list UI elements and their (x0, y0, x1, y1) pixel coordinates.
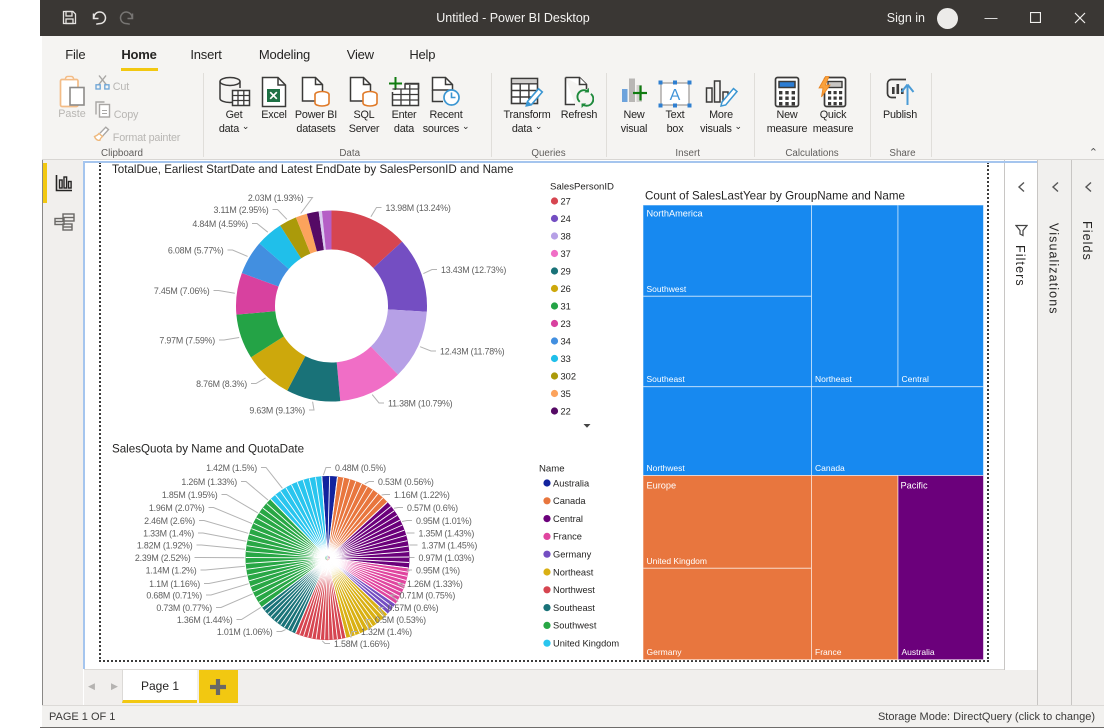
svg-text:29: 29 (561, 266, 571, 276)
svg-text:0.57M (0.6%): 0.57M (0.6%) (407, 503, 458, 513)
svg-text:United Kingdom: United Kingdom (647, 556, 707, 566)
svg-text:0.57M (0.6%): 0.57M (0.6%) (388, 603, 439, 613)
svg-text:Southeast: Southeast (647, 374, 686, 384)
svg-text:NorthAmerica: NorthAmerica (647, 209, 704, 219)
svg-text:6.08M (5.77%): 6.08M (5.77%) (168, 246, 224, 256)
svg-text:0.5M (0.53%): 0.5M (0.53%) (375, 615, 426, 625)
svg-text:0.73M (0.77%): 0.73M (0.77%) (156, 603, 212, 613)
svg-text:TotalDue, Earliest StartDate a: TotalDue, Earliest StartDate and Latest … (112, 163, 514, 176)
svg-text:1.82M (1.92%): 1.82M (1.92%) (137, 541, 193, 551)
svg-text:2.03M (1.93%): 2.03M (1.93%) (248, 193, 304, 203)
svg-text:13.98M (13.24%): 13.98M (13.24%) (386, 203, 451, 213)
svg-text:Germany: Germany (647, 647, 683, 657)
svg-text:Count of SalesLastYear by Grou: Count of SalesLastYear by GroupName and … (645, 190, 905, 203)
svg-text:SalesPersonID: SalesPersonID (550, 182, 614, 193)
svg-text:1.16M (1.22%): 1.16M (1.22%) (394, 490, 450, 500)
svg-text:1.32M (1.4%): 1.32M (1.4%) (361, 627, 412, 637)
svg-text:1.96M (2.07%): 1.96M (2.07%) (149, 503, 205, 513)
svg-text:13.43M (12.73%): 13.43M (12.73%) (441, 265, 506, 275)
svg-text:Pacific: Pacific (901, 481, 928, 491)
svg-text:27: 27 (561, 196, 571, 206)
svg-text:4.84M (4.59%): 4.84M (4.59%) (192, 219, 248, 229)
svg-text:France: France (815, 647, 842, 657)
svg-text:24: 24 (561, 214, 571, 224)
svg-text:0.48M (0.5%): 0.48M (0.5%) (335, 463, 386, 473)
svg-text:1.33M (1.4%): 1.33M (1.4%) (143, 529, 194, 539)
svg-text:0.53M (0.56%): 0.53M (0.56%) (378, 477, 434, 487)
svg-text:United Kingdom: United Kingdom (553, 639, 619, 649)
svg-text:38: 38 (561, 231, 571, 241)
svg-text:SalesQuota by Name and QuotaDa: SalesQuota by Name and QuotaDate (112, 443, 304, 456)
svg-text:Northwest: Northwest (647, 463, 686, 473)
svg-text:Australia: Australia (553, 478, 590, 488)
svg-text:Northwest: Northwest (553, 585, 595, 595)
svg-text:Canada: Canada (553, 496, 586, 506)
svg-text:3.11M (2.95%): 3.11M (2.95%) (214, 205, 269, 215)
svg-text:1.1M (1.16%): 1.1M (1.16%) (149, 579, 200, 589)
svg-text:Australia: Australia (902, 647, 935, 657)
svg-text:Central: Central (902, 374, 930, 384)
svg-text:1.36M (1.44%): 1.36M (1.44%) (177, 615, 233, 625)
svg-text:34: 34 (561, 336, 571, 346)
svg-text:7.45M (7.06%): 7.45M (7.06%) (154, 286, 210, 296)
svg-text:1.58M (1.66%): 1.58M (1.66%) (334, 639, 390, 649)
svg-text:Southeast: Southeast (553, 603, 595, 613)
svg-text:37: 37 (561, 249, 571, 259)
svg-text:1.35M (1.43%): 1.35M (1.43%) (419, 529, 475, 539)
svg-text:1.01M (1.06%): 1.01M (1.06%) (217, 627, 273, 637)
svg-text:2.39M (2.52%): 2.39M (2.52%) (135, 553, 191, 563)
svg-text:11.38M (10.79%): 11.38M (10.79%) (388, 399, 453, 409)
svg-text:0.95M (1.01%): 0.95M (1.01%) (416, 516, 472, 526)
svg-text:0.95M (1%): 0.95M (1%) (416, 566, 460, 576)
svg-text:1.26M (1.33%): 1.26M (1.33%) (181, 477, 237, 487)
svg-text:1.26M (1.33%): 1.26M (1.33%) (407, 579, 463, 589)
svg-text:8.76M (8.3%): 8.76M (8.3%) (196, 379, 247, 389)
svg-text:1.42M (1.5%): 1.42M (1.5%) (206, 463, 257, 473)
svg-text:1.85M (1.95%): 1.85M (1.95%) (162, 490, 218, 500)
svg-text:2.46M (2.6%): 2.46M (2.6%) (144, 516, 195, 526)
svg-text:0.68M (0.71%): 0.68M (0.71%) (146, 591, 202, 601)
svg-text:Southwest: Southwest (647, 284, 687, 294)
svg-text:A: A (670, 87, 681, 104)
svg-text:7.97M (7.59%): 7.97M (7.59%) (159, 336, 215, 346)
svg-text:1.37M (1.45%): 1.37M (1.45%) (422, 541, 478, 551)
svg-text:31: 31 (561, 301, 571, 311)
svg-text:9.63M (9.13%): 9.63M (9.13%) (249, 406, 305, 416)
svg-text:12.43M (11.78%): 12.43M (11.78%) (440, 347, 505, 357)
svg-text:Canada: Canada (815, 463, 845, 473)
svg-text:Central: Central (553, 514, 583, 524)
svg-text:France: France (553, 532, 582, 542)
svg-text:33: 33 (561, 354, 571, 364)
svg-text:Southwest: Southwest (553, 621, 597, 631)
svg-text:302: 302 (561, 371, 577, 381)
svg-text:0.71M (0.75%): 0.71M (0.75%) (400, 591, 456, 601)
svg-text:23: 23 (561, 319, 571, 329)
svg-text:0.97M (1.03%): 0.97M (1.03%) (419, 553, 475, 563)
svg-text:22: 22 (561, 406, 571, 416)
svg-text:Europe: Europe (647, 481, 677, 491)
svg-text:Name: Name (539, 464, 565, 475)
svg-text:Germany: Germany (553, 550, 592, 560)
svg-text:Northeast: Northeast (815, 374, 852, 384)
svg-text:Northeast: Northeast (553, 567, 594, 577)
svg-text:26: 26 (561, 284, 571, 294)
svg-text:1.14M (1.2%): 1.14M (1.2%) (146, 566, 197, 576)
svg-text:35: 35 (561, 389, 571, 399)
